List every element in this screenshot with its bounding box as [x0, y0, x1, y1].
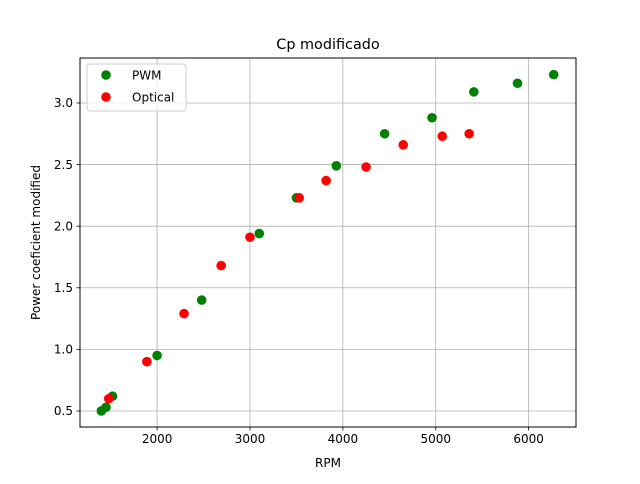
data-point: [469, 87, 479, 97]
data-point: [379, 128, 390, 139]
data-point: [464, 128, 474, 139]
data-point: [548, 69, 559, 80]
legend: PWM Optical: [86, 63, 187, 112]
data-point: [398, 140, 409, 150]
x-axis-ticks: 2000 3000 4000 5000 6000: [142, 427, 544, 446]
data-points: [96, 69, 559, 416]
data-point: [321, 175, 331, 186]
data-point: [196, 295, 207, 305]
data-point: [101, 402, 111, 413]
data-point: [179, 308, 189, 319]
y-tick-label: 2.0: [54, 219, 73, 233]
data-point: [427, 112, 437, 123]
y-tick-label: 0.5: [54, 404, 73, 418]
y-tick-label: 1.0: [54, 343, 73, 357]
y-tick-label: 2.5: [54, 158, 73, 172]
data-point: [331, 161, 342, 171]
legend-label: PWM: [132, 68, 161, 82]
plot-frame: [79, 57, 577, 428]
data-point: [254, 228, 265, 239]
y-tick-label: 3.0: [54, 96, 73, 110]
x-tick-label: 6000: [513, 432, 544, 446]
data-point: [245, 232, 255, 243]
legend-marker: [101, 92, 111, 102]
data-point: [216, 260, 226, 271]
x-tick-label: 2000: [142, 432, 173, 446]
data-point: [142, 356, 152, 367]
grid: [80, 58, 576, 427]
series-optical: [103, 128, 474, 404]
data-point: [103, 393, 114, 404]
data-point: [437, 131, 448, 142]
data-point: [294, 193, 305, 203]
y-tick-label: 1.5: [54, 281, 73, 295]
x-tick-label: 5000: [420, 432, 451, 446]
chart-title: Cp modificado: [276, 37, 380, 53]
data-point: [512, 78, 523, 89]
x-tick-label: 4000: [328, 432, 359, 446]
data-point: [152, 350, 162, 361]
legend-marker: [101, 70, 111, 80]
y-axis-ticks: 0.5 1.0 1.5 2.0 2.5 3.0: [54, 96, 80, 418]
x-tick-label: 3000: [235, 432, 266, 446]
plot-area: [80, 58, 576, 427]
x-axis-label: RPM: [315, 456, 341, 470]
data-point: [361, 162, 371, 172]
y-axis-label: Power coeficient modified: [29, 165, 43, 320]
legend-label: Optical: [132, 90, 174, 104]
legend-frame: [86, 63, 187, 112]
